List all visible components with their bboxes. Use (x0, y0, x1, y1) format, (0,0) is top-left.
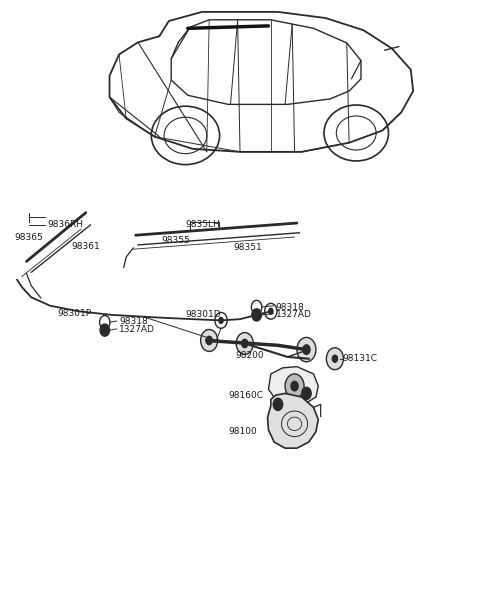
Circle shape (218, 317, 224, 324)
Circle shape (201, 330, 218, 351)
Circle shape (326, 348, 343, 370)
Text: 9836RH: 9836RH (48, 220, 84, 230)
Text: 98355: 98355 (162, 236, 191, 244)
Polygon shape (268, 367, 318, 406)
Text: 98351: 98351 (233, 244, 262, 252)
Circle shape (205, 336, 213, 345)
Circle shape (268, 308, 274, 315)
Text: 98365: 98365 (14, 233, 43, 241)
Text: 98131C: 98131C (342, 354, 377, 363)
Circle shape (100, 324, 109, 336)
Circle shape (302, 344, 311, 355)
Text: 98301D: 98301D (185, 310, 221, 319)
Circle shape (241, 339, 249, 348)
Text: 98318: 98318 (119, 317, 148, 326)
Circle shape (285, 374, 304, 398)
Polygon shape (267, 394, 318, 448)
Circle shape (252, 309, 261, 321)
Circle shape (332, 354, 338, 363)
Circle shape (236, 333, 253, 354)
Circle shape (290, 381, 299, 392)
Circle shape (297, 338, 316, 362)
Text: 1327AD: 1327AD (119, 325, 155, 334)
Text: 98361: 98361 (72, 242, 100, 251)
Text: 98301P: 98301P (57, 309, 92, 317)
Text: 98200: 98200 (235, 351, 264, 360)
Text: 9835LH: 9835LH (185, 220, 220, 230)
Circle shape (273, 398, 283, 410)
Circle shape (301, 387, 311, 400)
Text: 98318: 98318 (276, 303, 304, 311)
Text: 98100: 98100 (228, 427, 257, 436)
Text: 1327AD: 1327AD (276, 311, 312, 319)
Text: 98160C: 98160C (228, 391, 263, 400)
